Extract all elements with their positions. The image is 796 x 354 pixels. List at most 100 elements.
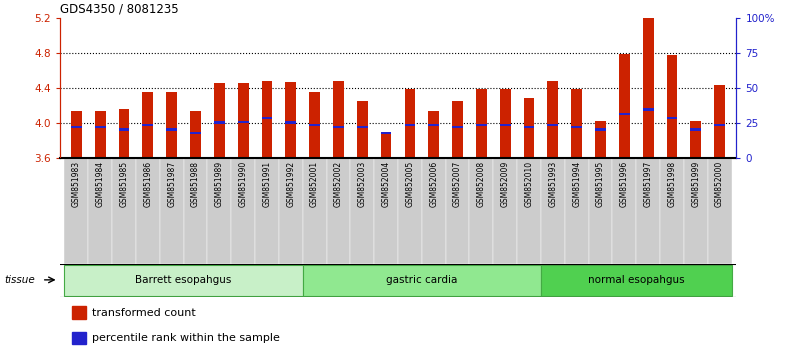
Bar <box>714 85 725 158</box>
Text: GSM851992: GSM851992 <box>287 161 295 207</box>
Bar <box>160 158 184 264</box>
Bar <box>72 332 86 344</box>
Bar <box>619 55 630 158</box>
Bar <box>643 18 654 158</box>
Text: percentile rank within the sample: percentile rank within the sample <box>92 333 279 343</box>
Bar <box>612 158 636 264</box>
Bar <box>476 124 486 126</box>
Bar <box>71 111 82 158</box>
Text: gastric cardia: gastric cardia <box>386 275 458 285</box>
Bar <box>500 124 510 126</box>
Bar <box>398 158 422 264</box>
Bar <box>88 158 112 264</box>
Bar <box>380 134 392 158</box>
Text: GSM851995: GSM851995 <box>596 161 605 207</box>
Bar <box>588 158 612 264</box>
Bar <box>404 89 416 158</box>
Bar <box>71 126 82 128</box>
Bar <box>374 158 398 264</box>
Text: GSM851988: GSM851988 <box>191 161 200 207</box>
Bar <box>690 129 701 131</box>
Text: transformed count: transformed count <box>92 308 195 318</box>
Bar <box>333 126 344 128</box>
Text: GSM852000: GSM852000 <box>715 161 724 207</box>
Text: normal esopahgus: normal esopahgus <box>588 275 685 285</box>
Bar <box>666 117 677 119</box>
Bar <box>231 158 255 264</box>
Text: GSM852001: GSM852001 <box>310 161 319 207</box>
Text: Barrett esopahgus: Barrett esopahgus <box>135 275 232 285</box>
Text: GSM851987: GSM851987 <box>167 161 176 207</box>
Bar <box>446 158 470 264</box>
Bar <box>286 82 296 158</box>
Bar <box>494 158 517 264</box>
Bar <box>572 126 582 128</box>
Text: GSM851991: GSM851991 <box>263 161 271 207</box>
Bar <box>636 158 660 264</box>
Bar <box>136 158 160 264</box>
Bar <box>238 121 248 123</box>
Text: GSM852009: GSM852009 <box>501 161 509 207</box>
Text: GSM852007: GSM852007 <box>453 161 462 207</box>
Bar <box>238 83 248 158</box>
Bar <box>548 81 558 158</box>
Bar <box>262 81 272 158</box>
Bar <box>428 124 439 126</box>
Text: GSM852004: GSM852004 <box>381 161 391 207</box>
Text: GSM852010: GSM852010 <box>525 161 533 207</box>
Text: GSM851997: GSM851997 <box>644 161 653 207</box>
Bar <box>452 101 463 158</box>
Text: GSM851993: GSM851993 <box>548 161 557 207</box>
Bar <box>95 111 106 158</box>
Bar <box>119 109 130 158</box>
Bar <box>72 307 86 319</box>
Bar <box>660 158 684 264</box>
Bar <box>357 101 368 158</box>
Text: GSM851986: GSM851986 <box>143 161 152 207</box>
Bar <box>286 121 296 124</box>
Bar <box>524 126 534 128</box>
Bar <box>310 124 320 126</box>
Bar <box>279 158 302 264</box>
Text: GSM852005: GSM852005 <box>405 161 415 207</box>
Bar <box>112 158 136 264</box>
Text: GSM852003: GSM852003 <box>357 161 367 207</box>
Bar <box>690 121 701 158</box>
Bar <box>500 89 510 158</box>
Text: GSM851999: GSM851999 <box>691 161 700 207</box>
Bar <box>190 111 201 158</box>
Text: GSM851989: GSM851989 <box>215 161 224 207</box>
Bar <box>404 124 416 126</box>
Bar <box>595 121 606 158</box>
Bar <box>524 98 534 158</box>
Bar <box>517 158 541 264</box>
Bar <box>548 124 558 126</box>
Bar <box>541 266 732 296</box>
Bar <box>214 121 224 124</box>
Bar <box>684 158 708 264</box>
Bar <box>452 126 463 128</box>
Bar <box>643 108 654 110</box>
Text: GSM852006: GSM852006 <box>429 161 439 207</box>
Text: GSM851984: GSM851984 <box>96 161 105 207</box>
Bar <box>714 124 725 126</box>
Bar <box>302 266 541 296</box>
Bar <box>184 158 208 264</box>
Bar <box>208 158 231 264</box>
Text: GSM851996: GSM851996 <box>620 161 629 207</box>
Bar <box>302 158 326 264</box>
Bar <box>708 158 732 264</box>
Text: GSM852002: GSM852002 <box>334 161 343 207</box>
Bar <box>666 55 677 158</box>
Bar <box>565 158 588 264</box>
Bar <box>428 111 439 158</box>
Bar <box>619 113 630 115</box>
Bar <box>541 158 565 264</box>
Bar <box>595 129 606 131</box>
Text: GSM852008: GSM852008 <box>477 161 486 207</box>
Bar <box>357 126 368 128</box>
Bar <box>64 266 302 296</box>
Bar <box>262 117 272 119</box>
Text: tissue: tissue <box>5 275 36 285</box>
Bar <box>166 92 177 158</box>
